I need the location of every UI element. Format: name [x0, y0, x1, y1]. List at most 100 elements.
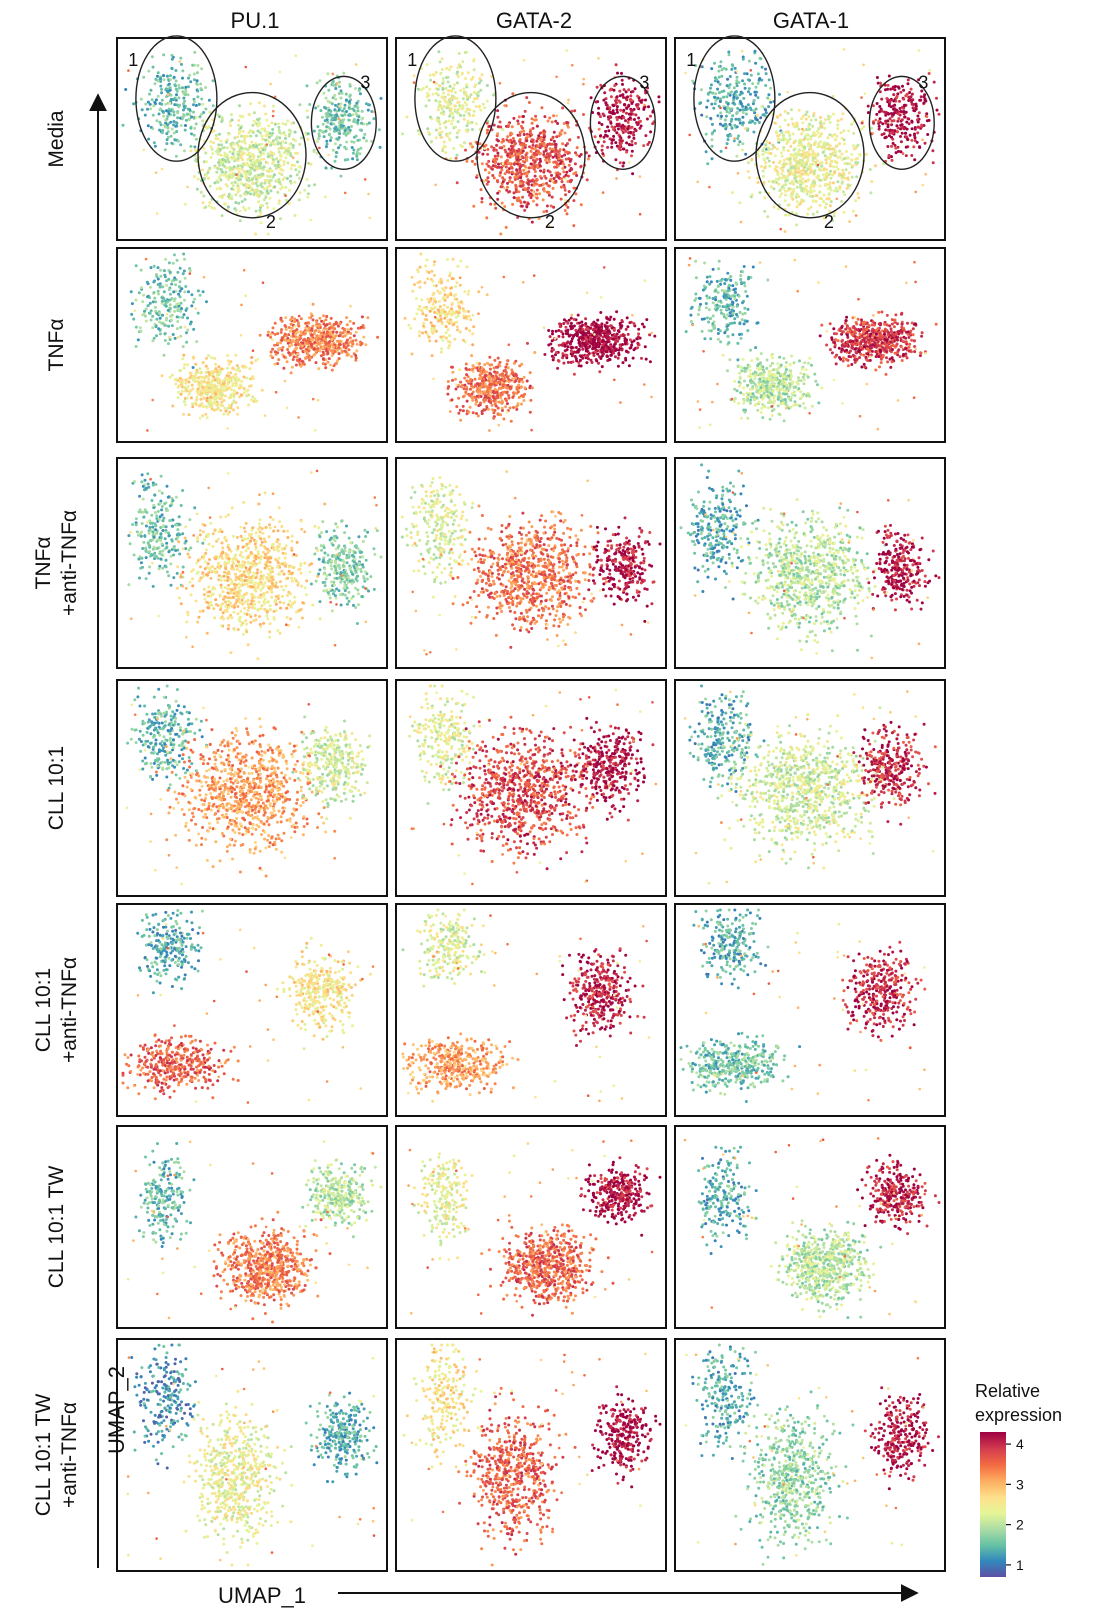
- cell-point: [183, 149, 186, 152]
- cell-point: [539, 132, 542, 135]
- cell-point: [624, 130, 627, 133]
- cell-point: [319, 79, 322, 82]
- cell-point: [454, 126, 457, 129]
- cell-point: [307, 192, 310, 195]
- cell-point: [811, 150, 814, 153]
- cell-point: [215, 134, 218, 137]
- cell-point: [268, 169, 271, 172]
- cell-point: [735, 79, 738, 82]
- cell-point: [747, 103, 750, 106]
- cell-point: [564, 193, 567, 196]
- cell-point: [124, 88, 127, 91]
- cell-point: [780, 138, 783, 141]
- cell-point: [496, 180, 499, 183]
- cell-point: [537, 134, 540, 137]
- cell-point: [531, 166, 534, 169]
- cell-point: [221, 158, 224, 161]
- cell-point: [552, 156, 555, 159]
- cell-point: [829, 148, 832, 151]
- cell-point: [321, 116, 324, 119]
- cell-point: [281, 140, 284, 143]
- cell-point: [618, 134, 621, 137]
- cell-point: [365, 102, 368, 105]
- cell-point: [495, 158, 498, 161]
- cell-point: [514, 178, 517, 181]
- cell-point: [622, 96, 625, 99]
- cell-point: [359, 129, 362, 132]
- cell-point: [511, 141, 514, 144]
- cell-point: [621, 79, 624, 82]
- cell-point: [499, 233, 502, 236]
- cell-point: [835, 187, 838, 190]
- cell-point: [500, 146, 503, 149]
- cell-point: [766, 215, 769, 218]
- cell-point: [843, 211, 846, 214]
- cell-point: [627, 105, 630, 108]
- cell-point: [232, 184, 235, 187]
- cell-point: [727, 138, 730, 141]
- cell-point: [317, 105, 320, 108]
- cell-point: [877, 122, 880, 125]
- cell-point: [604, 130, 607, 133]
- cell-point: [249, 102, 252, 105]
- cell-point: [627, 121, 630, 124]
- cell-point: [480, 188, 483, 191]
- cell-point: [764, 84, 767, 87]
- cell-point: [444, 126, 447, 129]
- cell-point: [161, 168, 164, 171]
- cell-point: [275, 157, 278, 160]
- cell-point: [271, 128, 274, 131]
- cell-point: [156, 212, 159, 215]
- cell-point: [582, 78, 585, 81]
- cell-point: [477, 94, 480, 97]
- cell-point: [279, 168, 282, 171]
- cell-point: [429, 116, 432, 119]
- cell-point: [428, 99, 431, 102]
- cell-point: [352, 152, 355, 155]
- cell-point: [173, 103, 176, 106]
- cell-point: [777, 183, 780, 186]
- cell-point: [344, 129, 347, 132]
- cell-point: [356, 139, 359, 142]
- cell-point: [867, 105, 870, 108]
- cell-point: [606, 107, 609, 110]
- cell-point: [772, 161, 775, 164]
- cell-point: [826, 142, 829, 145]
- cell-point: [806, 159, 809, 162]
- cell-point: [728, 123, 731, 126]
- cell-point: [279, 183, 282, 186]
- cell-point: [558, 134, 561, 137]
- cell-point: [172, 110, 175, 113]
- cell-point: [201, 169, 204, 172]
- cell-point: [257, 130, 260, 133]
- cell-point: [822, 151, 825, 154]
- cell-point: [559, 162, 562, 165]
- cell-point: [831, 148, 834, 151]
- cell-point: [147, 124, 150, 127]
- cell-point: [724, 123, 727, 126]
- cell-point: [878, 125, 881, 128]
- cell-point: [165, 87, 168, 90]
- cell-point: [782, 134, 785, 137]
- cell-point: [523, 59, 526, 62]
- cell-point: [742, 121, 745, 124]
- cell-point: [501, 128, 504, 131]
- cell-point: [264, 139, 267, 142]
- cell-point: [615, 131, 618, 134]
- cell-point: [257, 123, 260, 126]
- cell-point: [476, 174, 479, 177]
- cell-point: [644, 134, 647, 137]
- cell-point: [543, 115, 546, 118]
- cell-point: [369, 217, 372, 220]
- cell-point: [910, 88, 913, 91]
- cell-point: [824, 148, 827, 151]
- cell-point: [221, 196, 224, 199]
- cell-point: [464, 110, 467, 113]
- cell-point: [517, 149, 520, 152]
- cell-point: [824, 183, 827, 186]
- cell-point: [338, 108, 341, 111]
- cell-point: [245, 66, 248, 69]
- cell-point: [160, 123, 163, 126]
- cell-point: [352, 120, 355, 123]
- cell-point: [266, 206, 269, 209]
